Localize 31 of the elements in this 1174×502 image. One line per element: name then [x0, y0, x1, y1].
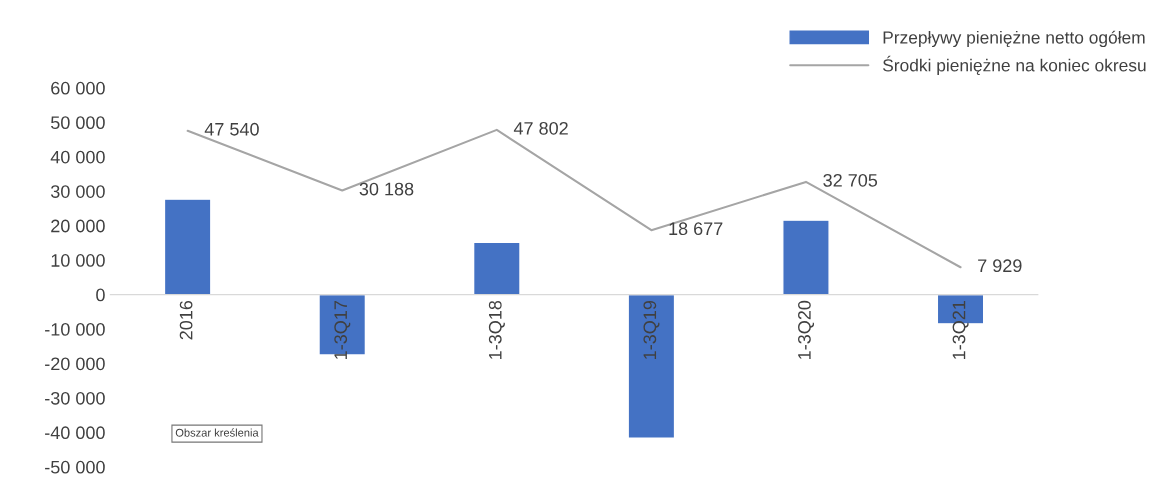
x-tick-label: 1-3Q20: [798, 300, 815, 359]
y-tick-label: 10 000: [51, 254, 105, 267]
y-tick-label: -10 000: [45, 322, 105, 336]
y-tick-label: 20 000: [51, 219, 105, 233]
y-tick-label: 0: [96, 288, 105, 302]
data-label: 7 929: [978, 259, 1022, 273]
bar: [782, 219, 830, 296]
x-tick-label: 1-3Q21: [952, 301, 969, 359]
bar: [163, 198, 212, 296]
y-tick-label: 60 000: [51, 81, 105, 95]
y-tick-label: -20 000: [45, 357, 105, 371]
legend-label: Środki pieniężne na koniec okresu: [883, 55, 1146, 75]
y-tick-label: 30 000: [50, 185, 105, 198]
bar: [627, 293, 676, 439]
y-tick-label: -40 000: [45, 426, 105, 440]
data-label: 18 677: [669, 222, 723, 236]
legend-label: Przepływy pieniężne netto ogółem: [883, 30, 1145, 48]
y-tick-label: 50 000: [51, 116, 105, 130]
data-label: 32 705: [823, 173, 878, 187]
y-tick-label: -30 000: [45, 391, 105, 405]
x-tick-label: 1-3Q17: [334, 301, 351, 359]
data-label: 47 802: [513, 121, 568, 135]
y-tick-label: 40 000: [50, 150, 105, 164]
x-tick-label: 2016: [179, 300, 193, 340]
x-tick-label: 1-3Q19: [643, 300, 660, 359]
data-label: 30 188: [359, 182, 414, 196]
y-tick-label: -50 000: [45, 460, 105, 474]
bar: [472, 241, 521, 296]
x-tick-label: 1-3Q18: [488, 300, 505, 359]
data-label: 47 540: [204, 122, 259, 136]
annotation: Obszar kreślenia: [175, 428, 259, 437]
